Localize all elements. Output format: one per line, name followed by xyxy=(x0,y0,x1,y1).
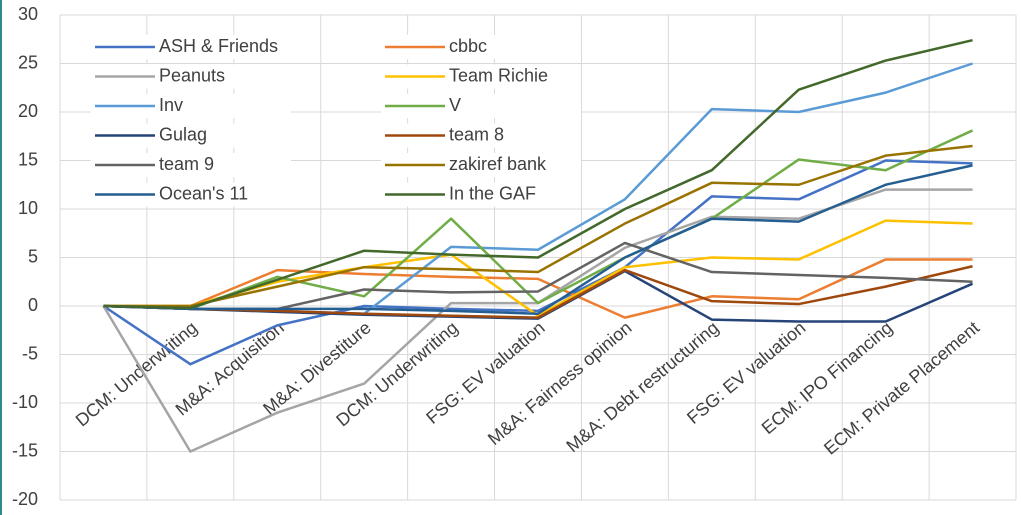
legend-label: team 9 xyxy=(159,154,214,174)
series-line xyxy=(103,129,974,311)
legend-label: Ocean's 11 xyxy=(159,183,248,203)
series-line xyxy=(103,258,973,319)
y-tick-label: -10 xyxy=(12,392,38,412)
series-line xyxy=(103,144,973,308)
legend-label: zakiref bank xyxy=(449,154,547,174)
y-tick-label: -15 xyxy=(12,440,38,460)
legend-label: Team Richie xyxy=(449,65,548,85)
series-line xyxy=(103,265,973,319)
y-tick-label: 15 xyxy=(18,149,38,169)
y-tick-label: -20 xyxy=(12,489,38,509)
legend-label: cbbc xyxy=(449,36,487,56)
y-tick-label: 25 xyxy=(18,52,38,72)
legend-label: team 8 xyxy=(449,124,504,144)
x-tick-label: M&A: Debt restructuring xyxy=(562,317,722,456)
y-tick-label: 30 xyxy=(18,4,38,24)
legend-label: In the GAF xyxy=(449,183,536,203)
y-tick-label: 5 xyxy=(28,246,38,266)
x-tick-label: ECM: Private Placement xyxy=(820,317,983,458)
frame-edge xyxy=(0,0,2,515)
legend-label: Gulag xyxy=(159,124,207,144)
x-tick-label: M&A: Fairness opinion xyxy=(484,317,636,449)
y-tick-label: 0 xyxy=(28,295,38,315)
legend-label: Inv xyxy=(159,95,183,115)
legend-label: Peanuts xyxy=(159,65,225,85)
legend-label: V xyxy=(449,95,461,115)
series-line xyxy=(103,39,973,310)
y-tick-label: 10 xyxy=(18,198,38,218)
y-tick-label: 20 xyxy=(18,101,38,121)
legend-label: ASH & Friends xyxy=(159,36,278,56)
y-tick-label: -5 xyxy=(22,343,38,363)
series-line xyxy=(103,164,973,316)
series-line xyxy=(102,159,973,366)
